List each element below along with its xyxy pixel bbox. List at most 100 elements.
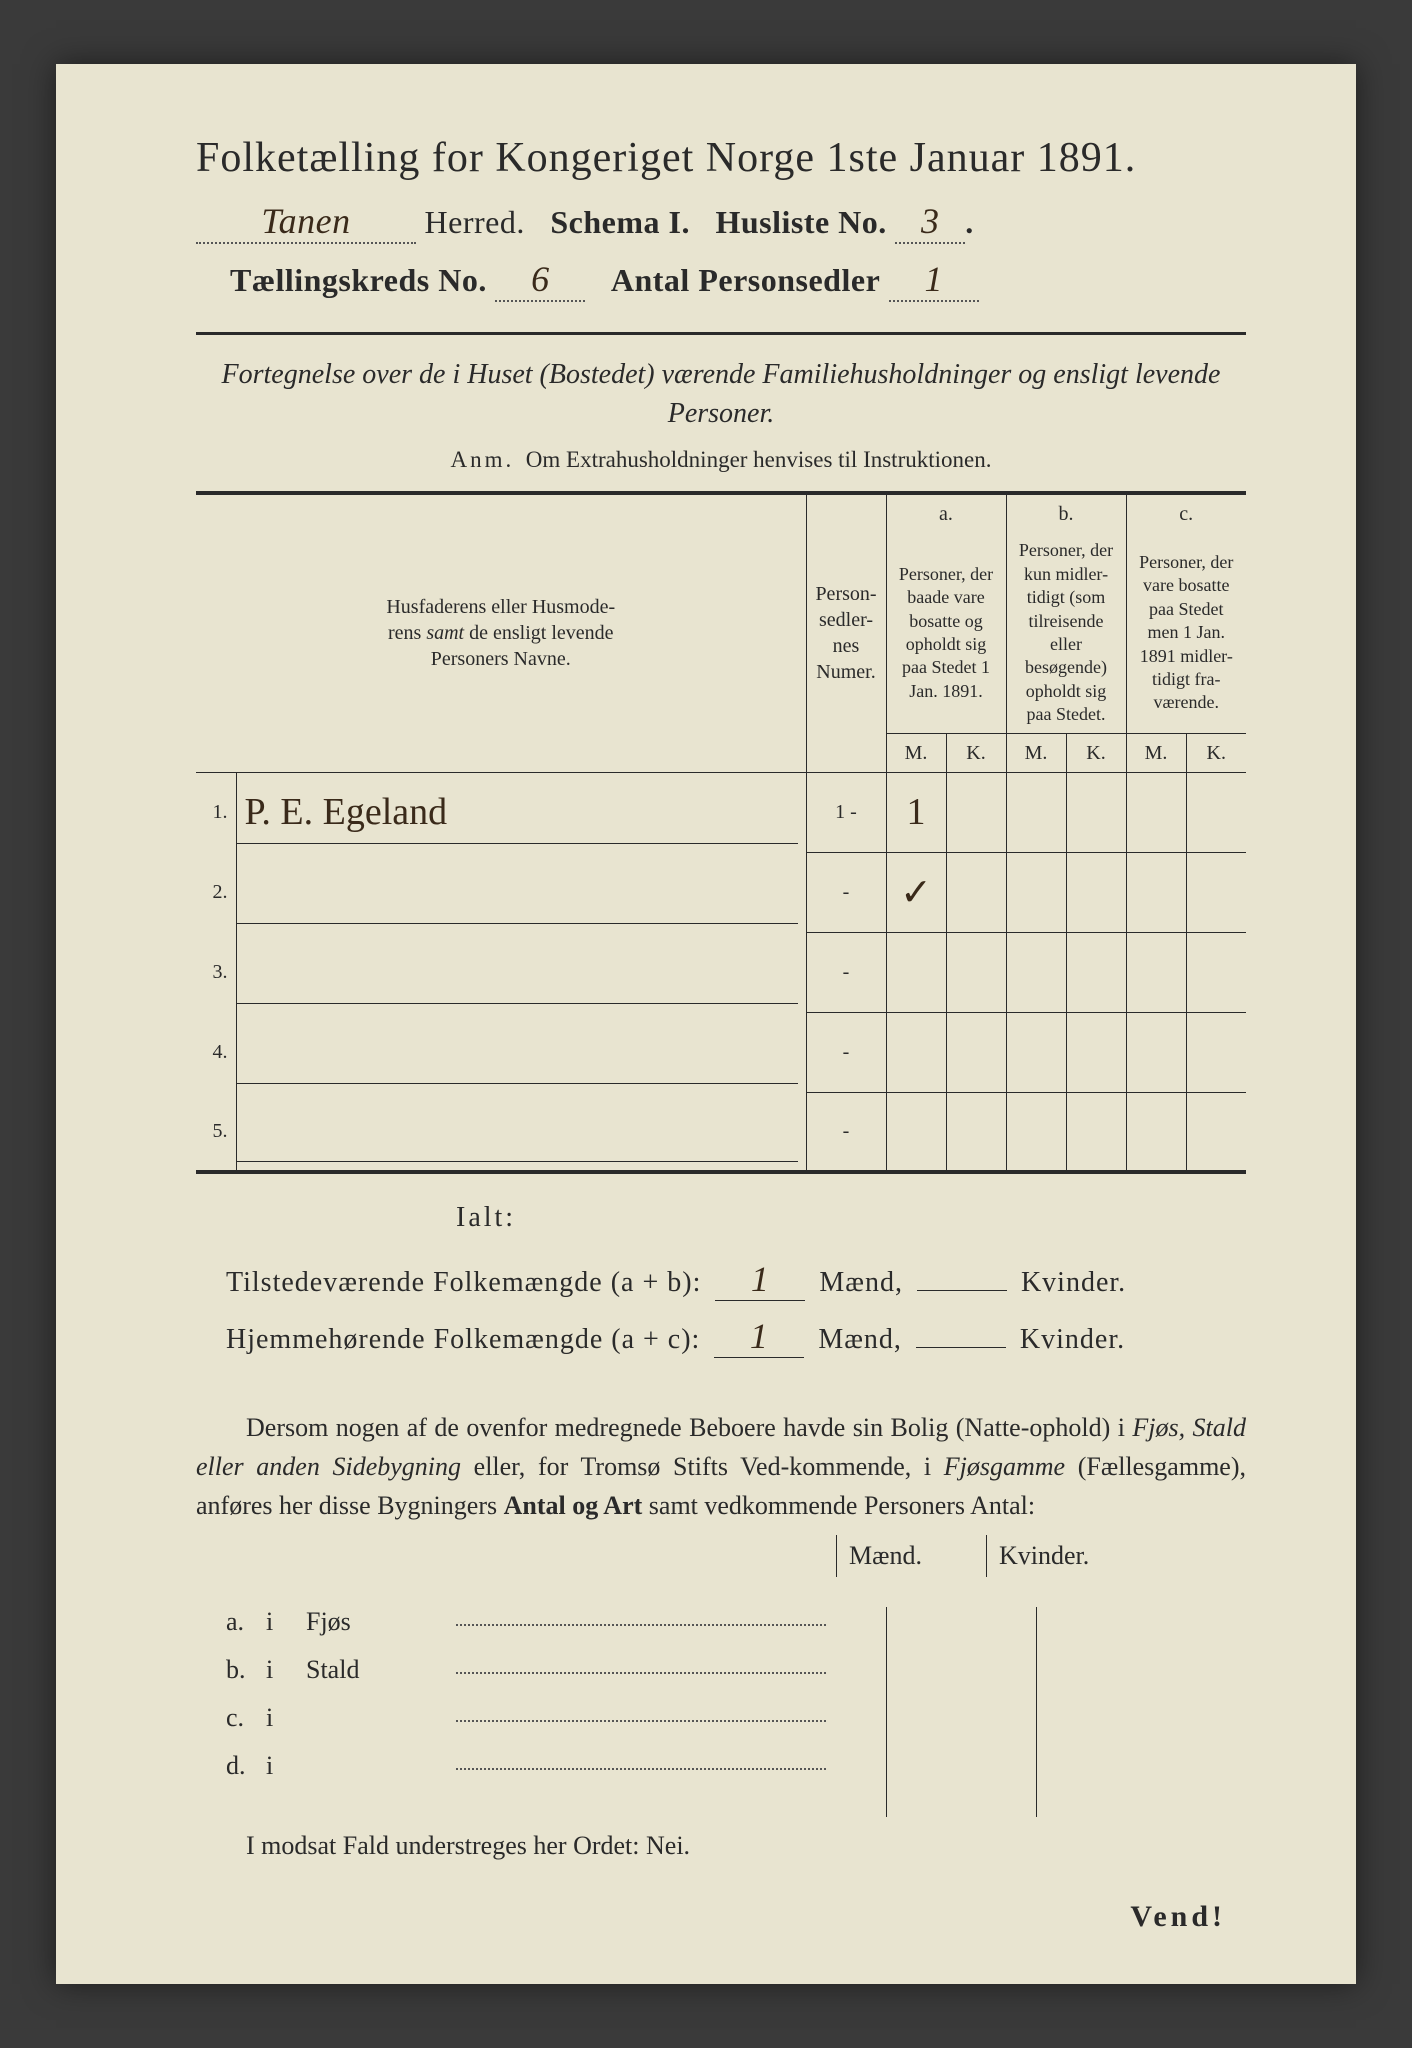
husliste-value: 3 [895, 200, 965, 244]
building-i: i [266, 1703, 306, 1733]
building-name: Stald [306, 1655, 446, 1685]
name-cell [236, 1012, 806, 1092]
vend-label: Vend! [1130, 1900, 1226, 1934]
col-b-text: Personer, der kun midler-tidigt (som til… [1006, 533, 1126, 733]
taellingskreds-label: Tællingskreds No. [230, 262, 487, 298]
dotted-line [456, 1624, 826, 1626]
anm-text: Om Extrahusholdninger henvises til Instr… [526, 447, 992, 472]
col-c-label: c. [1126, 493, 1246, 533]
name-cell [236, 932, 806, 1012]
total1-k [917, 1290, 1007, 1291]
table-row: 5. - [196, 1092, 1246, 1172]
cell-c-m [1126, 1012, 1186, 1092]
cell-c-m [1126, 932, 1186, 1012]
row-number: 1. [196, 772, 236, 852]
cell-a-m [886, 1092, 946, 1172]
dotted-line [456, 1768, 826, 1770]
personsedler-num: 1 - [806, 772, 886, 852]
annotation-line: Anm. Om Extrahusholdninger henvises til … [196, 447, 1246, 473]
main-title: Folketælling for Kongeriget Norge 1ste J… [196, 134, 1246, 182]
header-line-2: Tanen Herred. Schema I. Husliste No. 3. [196, 200, 1246, 244]
cell-b-m [1006, 772, 1066, 852]
cell-a-m [886, 1012, 946, 1092]
cell-a-k [946, 772, 1006, 852]
personsedler-num: - [806, 932, 886, 1012]
census-table: Husfaderens eller Husmode-rens samt de e… [196, 491, 1246, 1174]
row-number: 4. [196, 1012, 236, 1092]
col-b-k: K. [1066, 733, 1126, 772]
dotted-line [456, 1672, 826, 1674]
mk-header: Mænd. Kvinder. [836, 1535, 1246, 1577]
anm-label: Anm. [451, 447, 515, 472]
cell-a-k [946, 1092, 1006, 1172]
cell-a-m: 1 [886, 772, 946, 852]
kvinder-header: Kvinder. [986, 1535, 1136, 1577]
total1-m: 1 [715, 1258, 805, 1301]
totals-line-2: Hjemmehørende Folkemængde (a + c): 1 Mæn… [226, 1315, 1246, 1358]
cell-c-k [1186, 1092, 1246, 1172]
antal-label: Antal Personsedler [611, 262, 880, 298]
building-i: i [266, 1655, 306, 1685]
cell-b-k [1066, 932, 1126, 1012]
col-header-personsedler: Person-sedler-nes Numer. [806, 493, 886, 772]
form-subtitle: Fortegnelse over de i Huset (Bostedet) v… [196, 355, 1246, 433]
cell-b-k [1066, 1092, 1126, 1172]
table-row: 4. - [196, 1012, 1246, 1092]
cell-a-k [946, 852, 1006, 932]
cell-c-m [1126, 852, 1186, 932]
census-form-page: Folketælling for Kongeriget Norge 1ste J… [56, 64, 1356, 1984]
row-number: 2. [196, 852, 236, 932]
kvinder-1: Kvinder. [1021, 1267, 1126, 1298]
total2-m: 1 [714, 1315, 804, 1358]
herred-value: Tanen [196, 200, 416, 244]
total1-label: Tilstedeværende Folkemængde (a + b): [226, 1267, 701, 1298]
table-row: 2.-✓ [196, 852, 1246, 932]
divider-1 [196, 332, 1246, 335]
footer-instruction: I modsat Fald understreges her Ordet: Ne… [196, 1831, 1246, 1861]
cell-c-k [1186, 772, 1246, 852]
col-c-k: K. [1186, 733, 1246, 772]
name-cell: P. E. Egeland [236, 772, 806, 852]
totals-line-1: Tilstedeværende Folkemængde (a + b): 1 M… [226, 1258, 1246, 1301]
name-cell [236, 1092, 806, 1172]
taellingskreds-value: 6 [495, 258, 585, 302]
cell-c-k [1186, 852, 1246, 932]
cell-b-m [1006, 1012, 1066, 1092]
instruction-paragraph: Dersom nogen af de ovenfor medregnede Be… [196, 1408, 1246, 1525]
cell-c-m [1126, 1092, 1186, 1172]
cell-b-m [1006, 1092, 1066, 1172]
building-letter: a. [196, 1607, 266, 1637]
cell-a-m [886, 932, 946, 1012]
schema-label: Schema I. [550, 204, 690, 240]
col-a-m: M. [886, 733, 946, 772]
table-row: 1.P. E. Egeland1 -1 [196, 772, 1246, 852]
cell-b-m [1006, 932, 1066, 1012]
col-header-names: Husfaderens eller Husmode-rens samt de e… [196, 493, 806, 772]
maend-1: Mænd, [819, 1267, 903, 1298]
personsedler-num: - [806, 1092, 886, 1172]
col-c-m: M. [1126, 733, 1186, 772]
total2-k [916, 1347, 1006, 1348]
name-cell [236, 852, 806, 932]
col-c-text: Personer, der vare bosatte paa Stedet me… [1126, 533, 1246, 733]
personsedler-num: - [806, 1012, 886, 1092]
herred-label: Herred. [425, 204, 525, 240]
antal-value: 1 [889, 258, 979, 302]
building-i: i [266, 1751, 306, 1781]
husliste-label: Husliste No. [715, 204, 886, 240]
cell-b-k [1066, 1012, 1126, 1092]
cell-a-m: ✓ [886, 852, 946, 932]
maend-2: Mænd, [818, 1324, 902, 1355]
maend-header: Mænd. [836, 1535, 986, 1577]
building-letter: b. [196, 1655, 266, 1685]
cell-c-k [1186, 932, 1246, 1012]
col-b-label: b. [1006, 493, 1126, 533]
cell-b-m [1006, 852, 1066, 932]
dotted-line [456, 1720, 826, 1722]
total2-label: Hjemmehørende Folkemængde (a + c): [226, 1324, 700, 1355]
row-number: 5. [196, 1092, 236, 1172]
building-letter: d. [196, 1751, 266, 1781]
row-number: 3. [196, 932, 236, 1012]
col-a-k: K. [946, 733, 1006, 772]
ialt-label: Ialt: [456, 1202, 1246, 1234]
